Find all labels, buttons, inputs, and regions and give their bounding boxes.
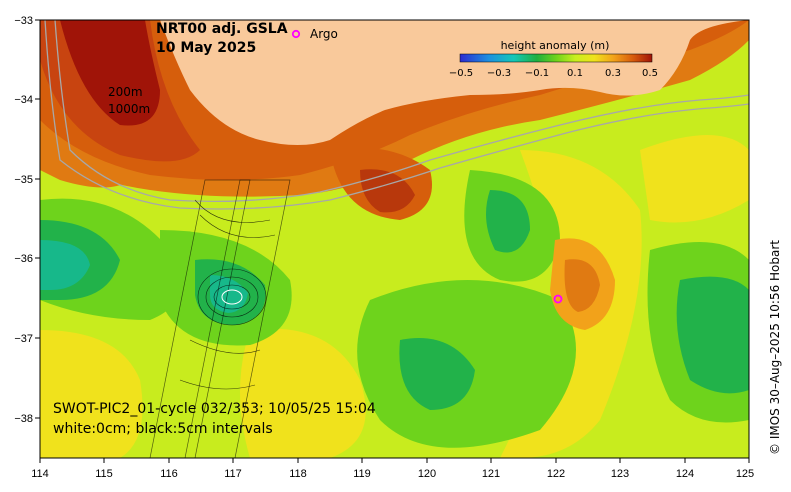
swot-swath-right [184,179,291,458]
colorbar-tick: −0.5 [449,68,473,79]
map-frame [39,19,750,459]
isobath-200m-line [54,20,749,203]
y-tick: −34 [14,94,33,106]
y-tick: −36 [14,253,33,265]
x-tick: 122 [547,468,565,480]
x-tick: 120 [418,468,436,480]
swot-contours [179,199,276,390]
map-date: 10 May 2025 [156,40,256,56]
colorbar-tick: −0.3 [487,68,511,79]
credit-text: © IMOS 30–Aug–2025 10:56 Hobart [768,239,782,455]
x-axis: 114 115 116 117 118 119 120 121 122 123 … [31,458,754,480]
y-tick: −35 [14,174,33,186]
x-tick: 119 [353,468,371,480]
y-tick: −33 [14,15,33,27]
isobath-200m-label: 200m [108,85,143,99]
swot-info-line2: white:0cm; black:5cm intervals [53,421,273,437]
colorbar-ramp [459,53,653,63]
x-tick: 125 [736,468,754,480]
colorbar-tick: −0.1 [525,68,549,79]
y-tick: −38 [14,413,33,425]
x-tick: 117 [224,468,242,480]
swot-info-line1: SWOT-PIC2_01-cycle 032/353; 10/05/25 15:… [53,401,376,417]
x-tick: 124 [676,468,694,480]
isobath-1000m-label: 1000m [108,102,150,116]
argo-legend-label: Argo [310,27,338,41]
x-tick: 121 [482,468,500,480]
y-tick: −37 [14,333,33,345]
land-mass [40,20,749,145]
x-tick: 118 [289,468,307,480]
x-tick: 114 [31,468,49,480]
colorbar: height anomaly (m) −0.5 −0.3 −0.1 0.1 0.… [449,39,658,79]
swot-swath-left [149,179,251,458]
y-axis: −33 −34 −35 −36 −37 −38 [14,15,40,425]
map-title: NRT00 adj. GSLA [156,21,288,37]
x-tick: 123 [611,468,629,480]
argo-float-marker[interactable] [553,294,563,304]
colorbar-tick: 0.3 [605,68,621,79]
isobath-1000m-line [44,20,749,210]
colorbar-tick: 0.1 [567,68,583,79]
x-tick: 115 [95,468,113,480]
sea-level-field [40,20,749,458]
colorbar-title: height anomaly (m) [501,39,610,52]
argo-legend-icon [291,29,301,39]
colorbar-tick: 0.5 [642,68,658,79]
x-tick: 116 [160,468,178,480]
